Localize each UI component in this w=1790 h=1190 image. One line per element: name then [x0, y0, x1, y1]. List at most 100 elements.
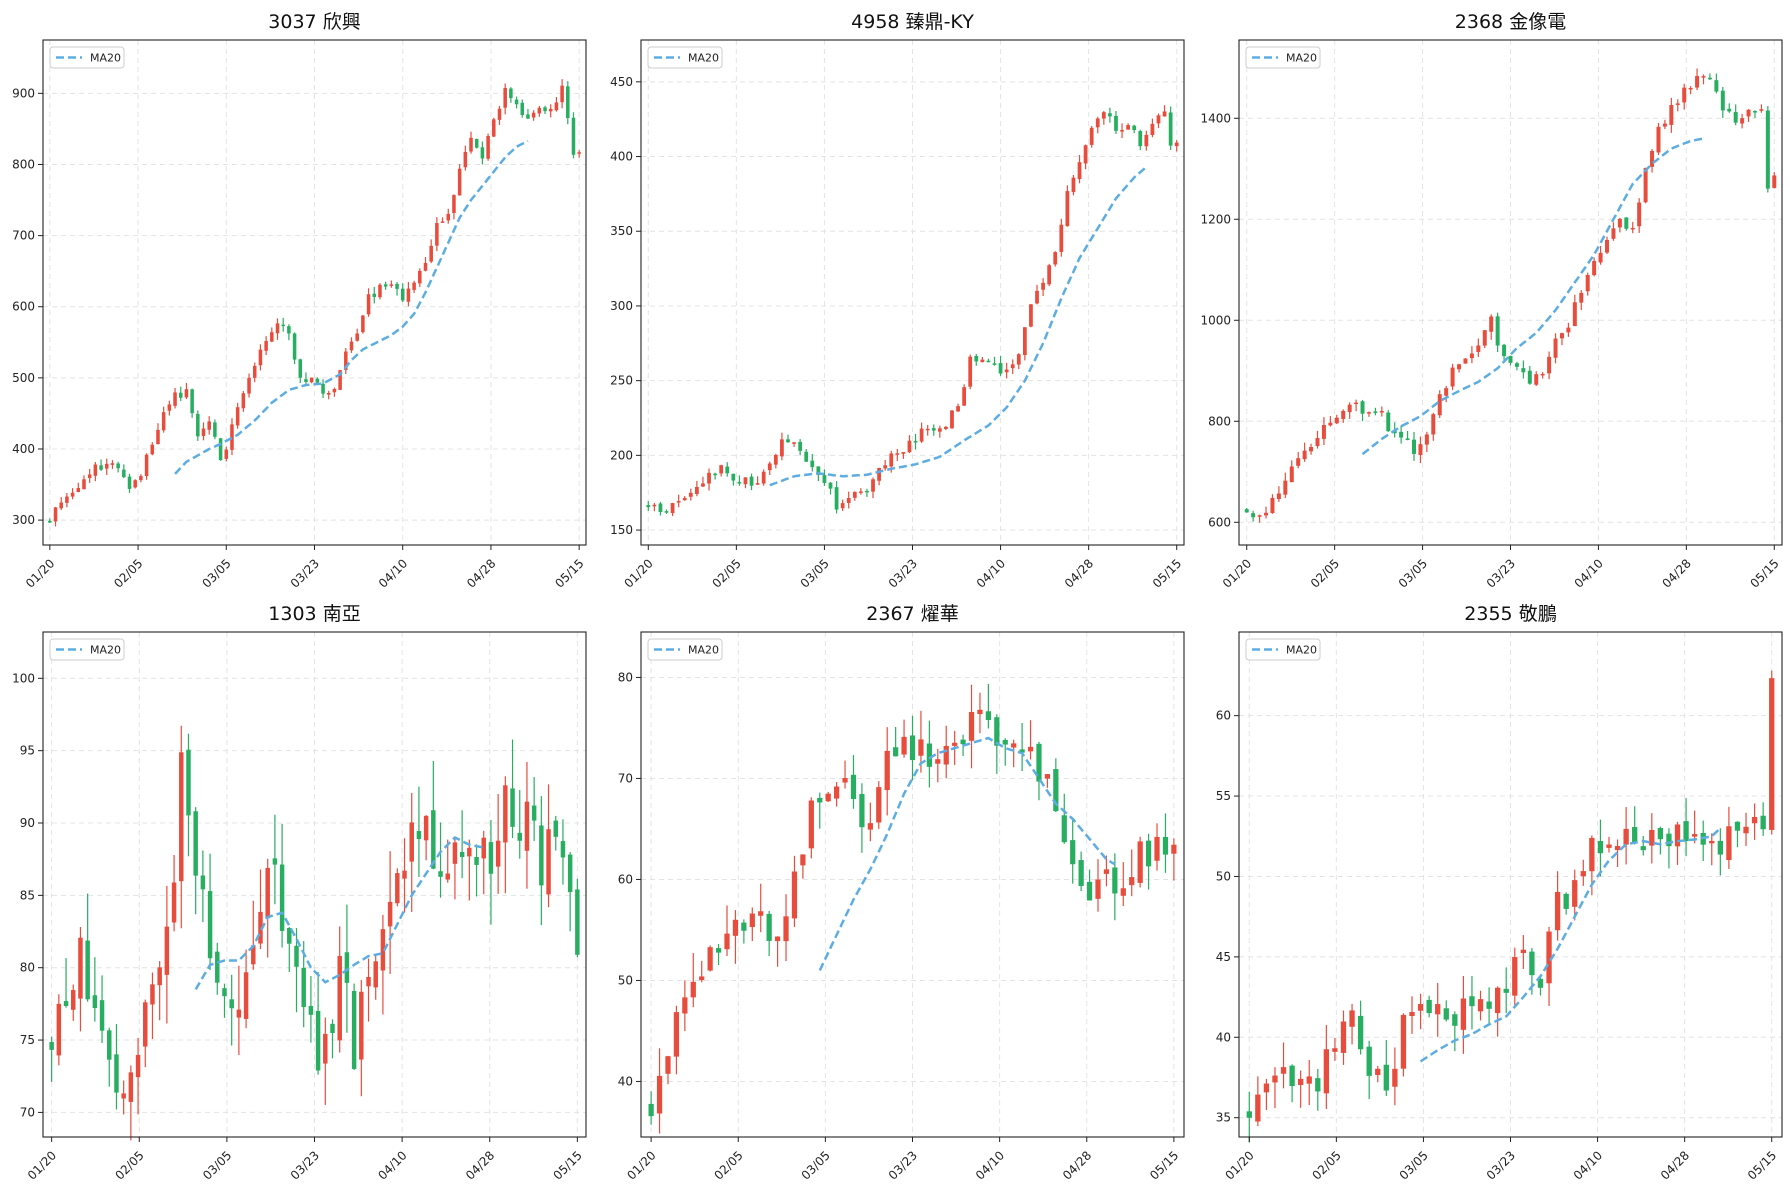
ma20-line [174, 139, 529, 475]
candle-body [463, 151, 468, 168]
candle-body [200, 875, 206, 890]
candle-body [1592, 260, 1597, 276]
candle-body [409, 822, 414, 862]
x-tick-label: 03/05 [1397, 1148, 1431, 1182]
candle-body [943, 745, 949, 765]
legend-label: MA20 [688, 52, 719, 65]
y-tick-label: 80 [20, 961, 35, 975]
candle-body [1444, 388, 1449, 396]
candle-body [1283, 480, 1288, 495]
candle-body [537, 107, 542, 114]
candle-body [275, 323, 280, 334]
candle-body [925, 428, 930, 431]
candle-body [1298, 1078, 1304, 1086]
candle-body [1280, 1067, 1287, 1074]
candle-body [526, 114, 530, 119]
candle-body [1289, 1065, 1295, 1087]
candle-body [701, 483, 705, 487]
candle-body [469, 137, 473, 152]
candle-body [1357, 1015, 1364, 1050]
chart-panel: 1303 南亞 70 75 80 85 90 95 100 01/20 02/05 03/05 03/… [12, 603, 587, 1183]
candle-body [1296, 458, 1301, 466]
candle-body [719, 465, 724, 474]
candle-body [1617, 218, 1622, 228]
candle-body [186, 749, 191, 816]
candle-body [416, 831, 422, 840]
candle-body [270, 332, 274, 342]
candle-body [315, 1010, 321, 1071]
candle-body [321, 383, 325, 394]
candle-body [808, 800, 814, 849]
candle-body [560, 85, 564, 103]
candle-body [1065, 191, 1070, 227]
candle-body [1029, 304, 1033, 327]
candle-body [918, 739, 924, 756]
candle-body [121, 1093, 126, 1099]
candle-body [1289, 466, 1294, 483]
x-tick-label: 04/10 [973, 1148, 1007, 1182]
candle-body [423, 263, 428, 271]
candle-body [992, 363, 997, 365]
candle-body [445, 873, 450, 880]
x-tick-label: 04/10 [376, 556, 410, 590]
candle-body [372, 293, 377, 297]
candle-body [1469, 996, 1475, 1007]
candle-body [298, 359, 303, 378]
y-tick-label: 85 [20, 888, 35, 902]
candle-body [429, 245, 433, 262]
candle-body [766, 913, 772, 941]
candle-body [218, 438, 223, 461]
candle-body [1772, 175, 1777, 188]
candle-body [56, 1003, 62, 1056]
candle-body [1695, 76, 1700, 88]
candle-body [800, 854, 806, 866]
candle-body [503, 785, 508, 843]
y-tick-label: 50 [1216, 869, 1231, 883]
candle-body [1417, 1004, 1424, 1011]
candle-body [1302, 450, 1307, 460]
candle-body [63, 1001, 69, 1007]
x-tick-label: 05/15 [1147, 1148, 1181, 1182]
y-tick-label: 150 [610, 523, 633, 537]
candle-body [1070, 840, 1076, 865]
candle-body [292, 333, 297, 360]
candle-body [1726, 826, 1732, 860]
candle-body [1053, 252, 1058, 265]
candle-body [326, 392, 331, 395]
candle-body [503, 87, 507, 108]
x-tick-label: 03/05 [200, 1148, 234, 1182]
candle-body [980, 359, 985, 363]
candle-body [646, 505, 651, 508]
candle-body [509, 88, 513, 99]
candle-body [571, 117, 576, 155]
candle-body [994, 717, 1000, 746]
x-tick-label: 04/28 [463, 1148, 497, 1182]
candle-body [481, 837, 486, 859]
candle-body [474, 138, 479, 148]
candle-body [1463, 358, 1468, 364]
ma20-line [1361, 137, 1704, 456]
candle-body [1366, 1046, 1372, 1076]
candle-body [344, 351, 348, 370]
x-tick-label: 05/15 [1150, 556, 1184, 590]
candle-body [977, 709, 983, 715]
candle-body [1597, 841, 1604, 854]
candle-body [144, 454, 149, 477]
candle-body [1688, 87, 1693, 90]
y-tick-label: 900 [12, 86, 35, 100]
candle-body [301, 967, 306, 1008]
candle-body [1360, 401, 1365, 414]
candle-body [1036, 743, 1042, 782]
candle-body [1114, 115, 1118, 131]
y-tick-label: 400 [610, 150, 633, 164]
candle-body [1683, 821, 1689, 842]
candle-body [1746, 109, 1751, 117]
candle-body [652, 504, 657, 507]
candle-body [531, 805, 537, 821]
candle-body [1514, 363, 1519, 367]
y-tick-label: 70 [618, 771, 633, 785]
chart-panel: 4958 臻鼎-KY 150 200 250 300 350 400 450 01/20 02/0… [610, 11, 1185, 591]
candle-body [251, 945, 256, 965]
ma20-line [1419, 827, 1722, 1063]
candle-body [1752, 111, 1757, 113]
